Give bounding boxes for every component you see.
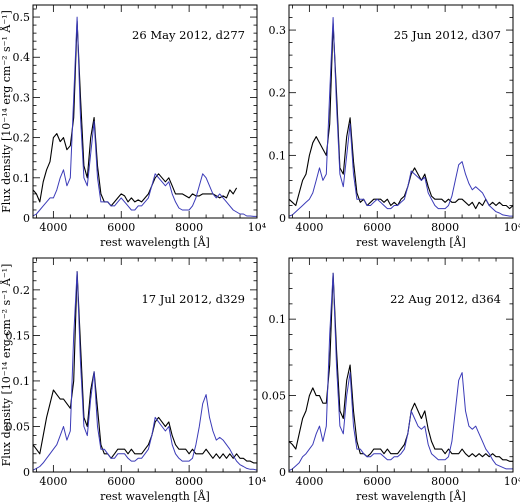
y-axis-label: Flux density [10⁻¹⁴ erg cm⁻² s⁻¹ Å⁻¹]: [0, 10, 13, 213]
epoch-annotation: 17 Jul 2012, d329: [141, 292, 245, 306]
observed-spectrum-line: [33, 20, 238, 207]
y-tick-label: 0: [279, 466, 286, 479]
y-tick-label: 0: [23, 212, 30, 225]
model-spectrum-line: [33, 16, 257, 217]
plot-frame: [32, 257, 258, 473]
y-tick-label: 0.1: [269, 149, 287, 162]
y-tick-label: 0.3: [13, 91, 31, 104]
x-axis-label: rest wavelength [Å]: [100, 235, 210, 249]
x-tick-label: 10⁴: [504, 475, 520, 488]
panel-4: 4000 6000 8000 10⁴ 0 0.05 0.1 22 Aug 2012, d364…: [262, 257, 520, 502]
y-tick-label: 0.1: [13, 172, 31, 185]
x-tick-label: 8000: [175, 475, 203, 488]
y-tick-label: 0: [23, 466, 30, 479]
y-tick-label: 0.5: [13, 11, 31, 24]
y-tick-label: 0.05: [6, 420, 31, 433]
y-axis-label: Flux density [10⁻¹⁴ erg cm⁻² s⁻¹ Å⁻¹]: [0, 264, 13, 467]
y-tick-label: 0.2: [269, 87, 287, 100]
model-spectrum-line: [289, 17, 513, 217]
epoch-annotation: 25 Jun 2012, d307: [394, 28, 501, 42]
plot-frame: [288, 4, 514, 219]
panel-2: 4000 6000 8000 10⁴ 0 0.1 0.2 0.3 25 Jun 2012, d3…: [269, 4, 520, 249]
observed-spectrum-line: [289, 23, 513, 210]
x-axis-label: rest wavelength [Å]: [356, 489, 466, 502]
panel-1: 4000 6000 8000 10⁴ 0 0.1 0.2 0.3 0.4 0.5 26 May 20…: [0, 4, 267, 249]
x-tick-label: 10⁴: [248, 221, 267, 234]
epoch-annotation: 22 Aug 2012, d364: [390, 292, 501, 306]
y-tick-label: 0.2: [13, 284, 31, 297]
y-tick-label: 0.2: [13, 132, 31, 145]
y-tick-label: 0.3: [269, 24, 287, 37]
x-tick-label: 6000: [363, 475, 391, 488]
y-tick-label: 0.05: [262, 390, 287, 403]
x-tick-label: 8000: [431, 475, 459, 488]
x-tick-label: 6000: [107, 221, 135, 234]
observed-spectrum-line: [33, 271, 257, 464]
plot-frame: [32, 4, 258, 219]
x-tick-label: 6000: [107, 475, 135, 488]
x-tick-label: 8000: [175, 221, 203, 234]
x-axis-label: rest wavelength [Å]: [356, 235, 466, 249]
model-spectrum-line: [33, 271, 257, 471]
panel-3: 4000 6000 8000 10⁴ 0 0.05 0.1 0.15 0.2 17 Jul 201…: [0, 257, 267, 502]
epoch-annotation: 26 May 2012, d277: [132, 28, 245, 42]
x-tick-label: 8000: [431, 221, 459, 234]
x-tick-label: 10⁴: [504, 221, 520, 234]
y-tick-label: 0.4: [13, 51, 31, 64]
x-tick-label: 6000: [363, 221, 391, 234]
x-axis-label: rest wavelength [Å]: [100, 489, 210, 502]
observed-spectrum-line: [289, 272, 513, 462]
y-tick-label: 0: [279, 212, 286, 225]
x-tick-label: 4000: [295, 475, 323, 488]
y-tick-label: 0.1: [13, 375, 31, 388]
y-tick-label: 0.1: [269, 313, 287, 326]
x-tick-label: 10⁴: [248, 475, 267, 488]
x-tick-label: 4000: [39, 475, 67, 488]
model-spectrum-line: [289, 272, 513, 471]
x-tick-label: 4000: [295, 221, 323, 234]
y-tick-label: 0.15: [6, 329, 31, 342]
x-tick-label: 4000: [39, 221, 67, 234]
